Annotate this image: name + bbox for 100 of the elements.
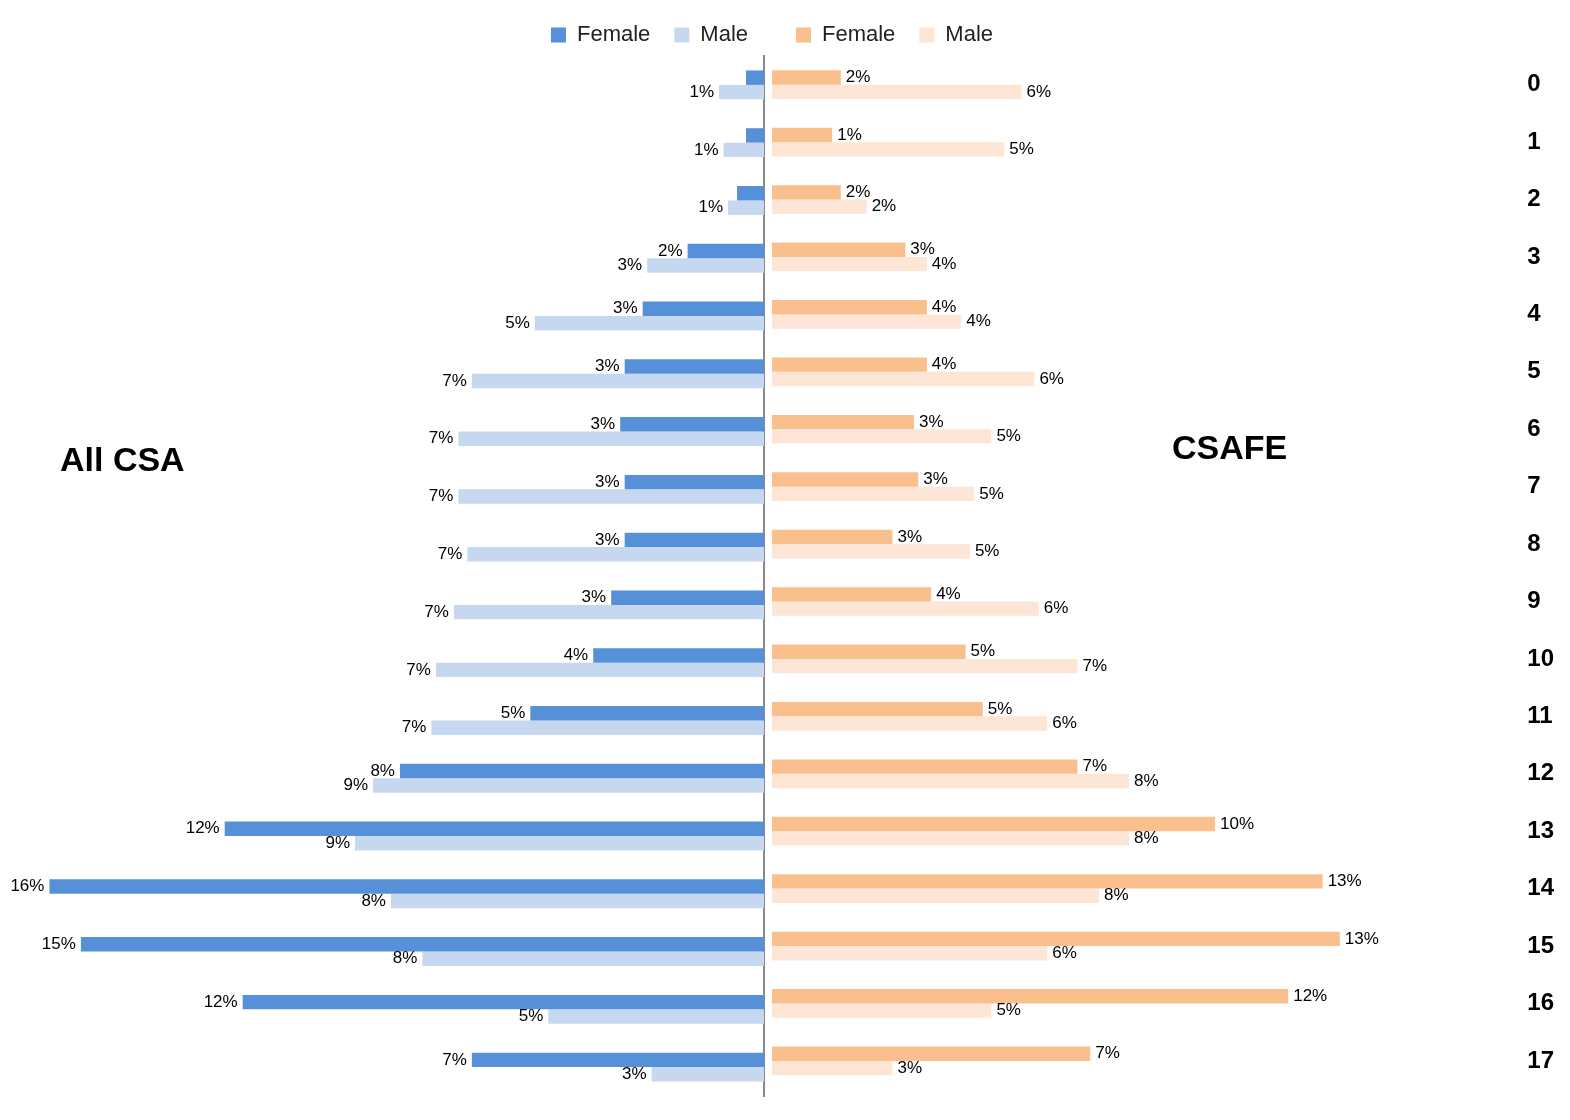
legend-label: Female [822, 21, 896, 47]
bar [467, 547, 764, 562]
y-tick-label: 9 [1527, 586, 1541, 614]
bar [471, 373, 764, 389]
y-tick-label: 15 [1527, 930, 1555, 958]
bar [624, 474, 764, 490]
bar [772, 702, 983, 717]
data-label: 7% [442, 1049, 467, 1069]
data-label: 2% [845, 182, 871, 202]
bar [435, 662, 764, 678]
data-label: 2% [845, 67, 871, 87]
bar [772, 601, 1039, 616]
data-label: 7% [401, 717, 427, 737]
data-label: 3% [595, 471, 620, 491]
data-label: 8% [1103, 885, 1129, 905]
y-tick-label: 13 [1527, 815, 1555, 843]
data-label: 15% [41, 934, 76, 954]
bar [737, 186, 764, 201]
data-label: 7% [1082, 756, 1108, 776]
bar [772, 946, 1048, 961]
legend-label: Male [945, 21, 994, 47]
data-label: 3% [595, 356, 620, 376]
data-label: 16% [10, 876, 45, 896]
data-label: 7% [406, 659, 431, 679]
data-label: 6% [1052, 713, 1077, 733]
data-label: 5% [505, 312, 530, 332]
bar [772, 831, 1130, 846]
data-label: 1% [689, 81, 715, 101]
data-label: 3% [923, 469, 948, 489]
data-label: 8% [1134, 770, 1159, 790]
data-label: 4% [931, 354, 957, 374]
data-label: 3% [581, 587, 607, 607]
bar [224, 821, 764, 836]
data-label: 3% [590, 414, 616, 434]
legend-label: Female [576, 21, 651, 47]
bar [624, 532, 764, 548]
bar [772, 716, 1048, 731]
data-label: 7% [428, 428, 454, 448]
bar [772, 486, 975, 502]
bar [772, 874, 1323, 889]
y-tick-label: 8 [1527, 528, 1541, 556]
data-label: 7% [437, 544, 463, 564]
data-label: 7% [424, 601, 449, 621]
bar [647, 258, 764, 273]
data-label: 5% [518, 1006, 544, 1026]
bar [772, 773, 1130, 789]
bar [772, 529, 893, 545]
bar [642, 301, 764, 316]
bar [772, 185, 841, 200]
bar [772, 357, 927, 372]
data-label: 8% [370, 760, 395, 780]
data-label: 8% [392, 948, 418, 968]
bar [772, 931, 1340, 947]
data-label: 12% [203, 991, 238, 1011]
bar [390, 893, 764, 909]
data-label: 9% [343, 775, 369, 795]
bar [772, 658, 1078, 674]
bar [453, 604, 764, 620]
data-label: 7% [442, 370, 467, 390]
data-label: 13% [1344, 928, 1379, 948]
y-tick-label: 4 [1527, 299, 1542, 327]
data-label: 3% [617, 255, 643, 275]
data-label: 5% [996, 426, 1021, 446]
y-tick-label: 10 [1527, 643, 1555, 671]
bar [772, 199, 867, 214]
bar [687, 243, 764, 259]
text: All CSA [60, 440, 185, 479]
bar [772, 371, 1035, 387]
data-label: 3% [897, 1057, 923, 1077]
bar [772, 472, 919, 487]
data-label: 4% [936, 584, 961, 604]
bar [242, 994, 764, 1010]
bar [772, 1046, 1091, 1061]
bar [593, 648, 764, 663]
data-label: 2% [871, 196, 897, 216]
y-tick-label: 6 [1527, 413, 1541, 441]
bar [746, 70, 764, 85]
data-label: 10% [1220, 813, 1255, 833]
bar [772, 989, 1289, 1004]
bar [746, 128, 764, 143]
data-label: 3% [595, 529, 620, 549]
y-tick-label: 17 [1527, 1045, 1555, 1073]
y-tick-label: 16 [1527, 988, 1555, 1016]
bar [422, 951, 764, 966]
data-label: 7% [1082, 655, 1108, 675]
bar [49, 879, 764, 894]
bar [719, 84, 764, 100]
y-tick-label: 11 [1527, 700, 1553, 728]
bar [772, 70, 841, 85]
legend-label: Male [700, 21, 748, 47]
bar [772, 314, 962, 329]
bar [772, 544, 970, 559]
bar [772, 888, 1099, 903]
bar [772, 587, 932, 602]
bar [772, 84, 1022, 100]
data-label: 12% [1293, 985, 1328, 1005]
y-tick-label: 7 [1527, 471, 1541, 499]
data-label: 8% [1134, 828, 1159, 848]
data-label: 1% [693, 139, 719, 159]
bar [651, 1067, 764, 1082]
